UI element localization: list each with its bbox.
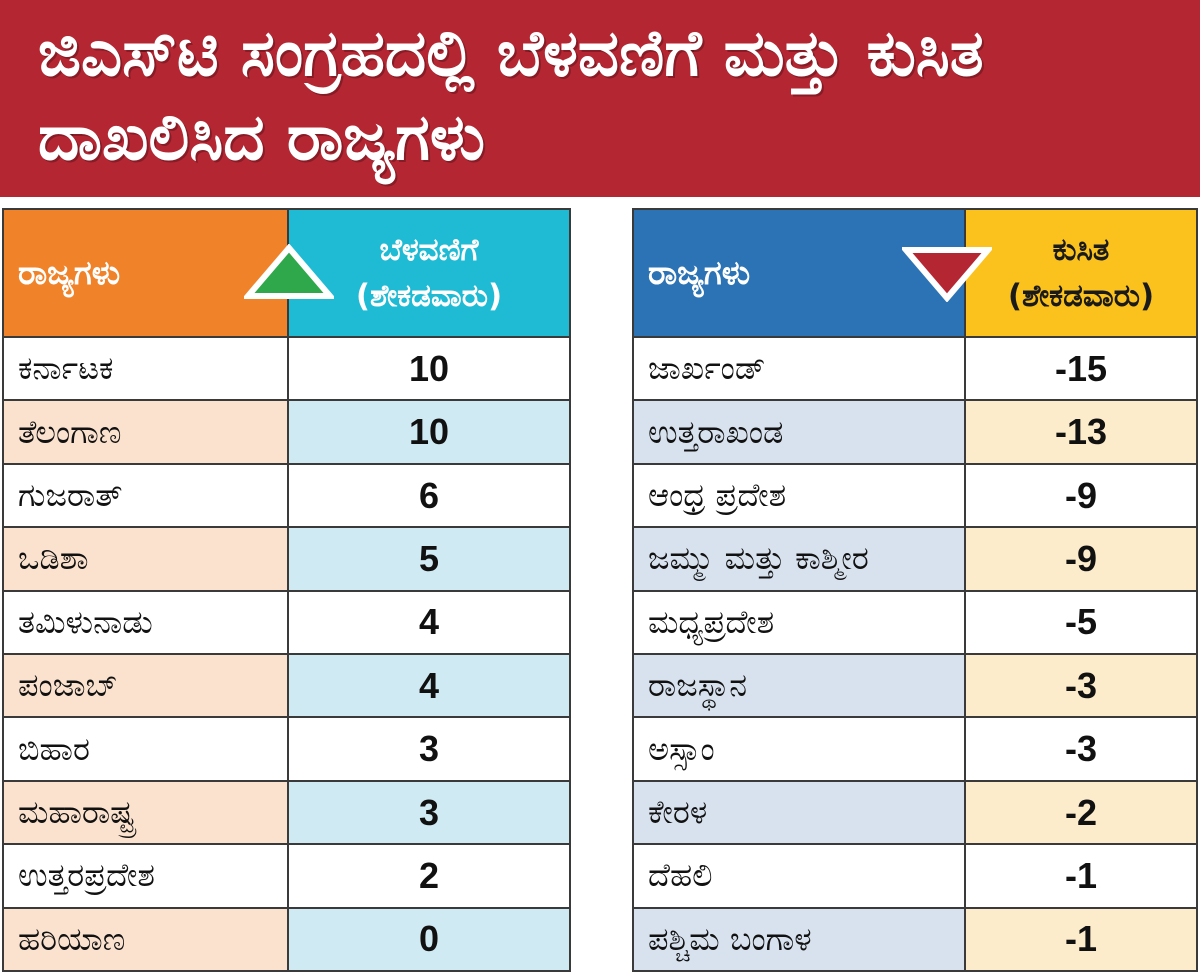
decline-value-cell: -13 [966,401,1196,463]
decline-table-rows: ಜಾರ್ಖಂಡ್ -15 ಉತ್ತರಾಖಂಡ -13 ಆಂಧ್ರ ಪ್ರದೇಶ -9 ಜಮ್… [634,338,1196,971]
decline-table-row: ದೆಹಲಿ -1 [634,845,1196,909]
growth-table-row: ತಮಿಳುನಾಡು 4 [4,591,569,656]
growth-state-cell: ಹರಿಯಾಣ [4,908,289,971]
decline-value-header-line1: ಕುಸಿತ [1052,232,1110,268]
growth-value-cell: 2 [418,854,440,896]
decline-state-cell: ದೆಹಲಿ [634,845,966,907]
down-triangle-icon [902,247,992,302]
decline-state-header-label: ರಾಜ್ಯಗಳು [648,253,751,292]
growth-state-cell: ಗುಜರಾತ್ [4,464,289,527]
decline-table-row: ಜಾರ್ಖಂಡ್ -15 [634,338,1196,402]
decline-table-row: ಅಸ್ಸಾಂ -3 [634,718,1196,782]
decline-state-cell: ರಾಜಸ್ಥಾನ [634,655,966,717]
decline-state-cell: ಕೇರಳ [634,781,966,844]
decline-table-row: ಪಶ್ಚಿಮ ಬಂಗಾಳ -1 [634,908,1196,971]
growth-value-cell: 0 [289,908,569,971]
growth-table-rows: ಕರ್ನಾಟಕ 10 ತೆಲಂಗಾಣ 10 ಗುಜರಾತ್ 6 ಒಡಿಶಾ 5 ತಮಿಳುನಾಡ… [4,338,569,971]
title-banner: ಜಿಎಸ್‌ಟಿ ಸಂಗ್ರಹದಲ್ಲಿ ಬೆಳವಣಿಗೆ ಮತ್ತು ಕುಸಿ… [0,0,1200,197]
up-triangle-icon [244,244,334,299]
decline-state-cell: ಉತ್ತರಾಖಂಡ [634,401,966,463]
decline-table-row: ಉತ್ತರಾಖಂಡ -13 [634,401,1196,465]
decline-table-row: ಮಧ್ಯಪ್ರದೇಶ -5 [634,591,1196,656]
decline-table-row: ಜಮ್ಮು ಮತ್ತು ಕಾಶ್ಮೀರ -9 [634,528,1196,592]
growth-value-cell: 10 [289,401,569,463]
decline-state-cell: ಜಮ್ಮು ಮತ್ತು ಕಾಶ್ಮೀರ [634,528,966,590]
growth-table-row: ಹರಿಯಾಣ 0 [4,908,569,971]
decline-value-header: ಕುಸಿತ (ಶೇಕಡವಾರು) [966,210,1196,336]
growth-table-header: ರಾಜ್ಯಗಳು ಬೆಳವಣಿಗೆ (ಶೇಕಡವಾರು) [4,210,569,338]
growth-value-header-line1: ಬೆಳವಣಿಗೆ [379,232,479,268]
growth-table-row: ಕರ್ನಾಟಕ 10 [4,338,569,402]
growth-state-header: ರಾಜ್ಯಗಳು [4,210,334,336]
growth-table-row: ಒಡಿಶಾ 5 [4,528,569,592]
growth-value-cell: 10 [408,347,450,389]
growth-table: ರಾಜ್ಯಗಳು ಬೆಳವಣಿಗೆ (ಶೇಕಡವಾರು) ಕರ್ನಾಟಕ 10 ತೆ… [2,208,571,972]
growth-state-cell: ಉತ್ತರಪ್ರದೇಶ [4,845,289,907]
page-title: ಜಿಎಸ್‌ಟಿ ಸಂಗ್ರಹದಲ್ಲಿ ಬೆಳವಣಿಗೆ ಮತ್ತು ಕುಸಿ… [38,17,984,175]
growth-state-cell: ತಮಿಳುನಾಡು [4,591,289,654]
growth-value-cell: 3 [418,728,440,770]
growth-table-row: ಉತ್ತರಪ್ರದೇಶ 2 [4,845,569,909]
growth-state-cell: ಮಹಾರಾಷ್ಟ್ರ [4,781,289,844]
growth-value-cell: 4 [418,601,440,643]
growth-state-cell: ತೆಲಂಗಾಣ [4,401,289,463]
growth-state-cell: ಬಿಹಾರ [4,718,289,780]
decline-table-row: ರಾಜಸ್ಥಾನ -3 [634,655,1196,719]
decline-state-cell: ಪಶ್ಚಿಮ ಬಂಗಾಳ [634,908,966,971]
growth-value-header-line2: (ಶೇಕಡವಾರು) [355,278,503,314]
decline-table-row: ಕೇರಳ -2 [634,781,1196,846]
growth-table-row: ತೆಲಂಗಾಣ 10 [4,401,569,465]
decline-value-cell: -15 [1054,347,1108,389]
decline-state-cell: ಅಸ್ಸಾಂ [634,718,966,780]
decline-value-cell: -5 [1064,601,1097,643]
decline-state-header: ರಾಜ್ಯಗಳು [634,210,992,336]
growth-table-row: ಬಿಹಾರ 3 [4,718,569,782]
decline-value-cell: -9 [1064,474,1097,516]
decline-value-cell: -1 [966,908,1196,971]
growth-value-cell: 4 [289,655,569,717]
decline-table-header: ರಾಜ್ಯಗಳು ಕುಸಿತ (ಶೇಕಡವಾರು) [634,210,1196,338]
growth-state-cell: ಒಡಿಶಾ [4,528,289,590]
decline-value-cell: -9 [966,528,1196,590]
growth-value-cell: 3 [289,781,569,844]
decline-state-cell: ಜಾರ್ಖಂಡ್ [634,338,966,400]
decline-value-cell: -3 [1064,728,1097,770]
growth-table-row: ಪಂಜಾಬ್ 4 [4,655,569,719]
growth-state-header-label: ರಾಜ್ಯಗಳು [18,253,121,292]
decline-value-cell: -3 [966,655,1196,717]
decline-value-header-line2: (ಶೇಕಡವಾರು) [1007,278,1155,314]
decline-value-cell: -2 [966,781,1196,844]
decline-state-cell: ಮಧ್ಯಪ್ರದೇಶ [634,591,966,654]
growth-value-header: ಬೆಳವಣಿಗೆ (ಶೇಕಡವಾರು) [289,210,569,336]
growth-state-cell: ಕರ್ನಾಟಕ [4,338,289,400]
decline-state-cell: ಆಂಧ್ರ ಪ್ರದೇಶ [634,464,966,527]
growth-table-row: ಮಹಾರಾಷ್ಟ್ರ 3 [4,781,569,846]
growth-state-cell: ಪಂಜಾಬ್ [4,655,289,717]
decline-table-row: ಆಂಧ್ರ ಪ್ರದೇಶ -9 [634,464,1196,529]
growth-value-cell: 5 [289,528,569,590]
decline-table: ರಾಜ್ಯಗಳು ಕುಸಿತ (ಶೇಕಡವಾರು) ಜಾರ್ಖಂಡ್ -15 ಉತ್… [632,208,1198,972]
decline-value-cell: -1 [1064,854,1097,896]
growth-value-cell: 6 [418,474,440,516]
growth-table-row: ಗುಜರಾತ್ 6 [4,464,569,529]
